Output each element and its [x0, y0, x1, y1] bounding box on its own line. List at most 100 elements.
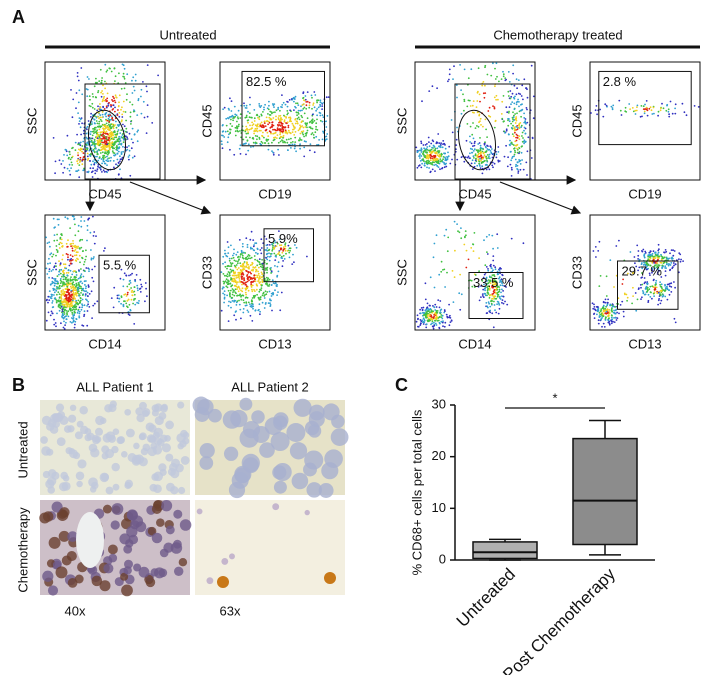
event-dot: [242, 138, 245, 141]
gate-arrow: [499, 181, 582, 215]
event-dot: [484, 118, 487, 121]
event-dot: [674, 112, 677, 115]
event-dot: [223, 282, 225, 285]
event-dot: [249, 136, 251, 139]
event-dot: [83, 167, 85, 170]
cell: [52, 420, 61, 428]
event-dot: [472, 145, 474, 148]
event-dot: [79, 156, 82, 159]
event-dot: [326, 133, 329, 135]
event-dot: [513, 147, 515, 150]
event-dot: [68, 294, 71, 296]
event-dot: [277, 123, 279, 126]
event-dot: [436, 319, 439, 322]
event-dot: [308, 106, 311, 109]
cell: [151, 409, 159, 417]
event-dot: [439, 160, 442, 163]
cell: [234, 467, 251, 484]
event-dot: [79, 275, 82, 277]
event-dot: [126, 300, 129, 302]
event-dot: [426, 302, 429, 305]
event-dot: [422, 144, 425, 146]
event-dot: [78, 315, 81, 317]
event-dot: [477, 67, 480, 70]
event-dot: [649, 106, 652, 109]
event-dot: [296, 114, 298, 117]
event-dot: [426, 159, 428, 162]
event-dot: [241, 294, 244, 297]
event-dot: [486, 136, 488, 139]
event-dot: [593, 303, 595, 306]
event-dot: [86, 239, 88, 242]
event-dot: [230, 296, 233, 299]
event-dot: [129, 282, 132, 284]
event-dot: [99, 114, 102, 116]
event-dot: [277, 118, 280, 121]
event-dot: [493, 107, 496, 110]
event-dot: [657, 243, 660, 246]
event-dot: [65, 267, 68, 270]
event-dot: [467, 258, 470, 261]
cell: [40, 436, 48, 444]
event-dot: [114, 94, 117, 97]
event-dot: [63, 301, 66, 303]
event-dot: [253, 109, 256, 111]
event-dot: [520, 151, 523, 154]
event-dot: [246, 296, 249, 299]
event-dot: [260, 143, 262, 146]
event-dot: [441, 167, 444, 169]
event-dot: [501, 295, 503, 297]
event-dot: [278, 238, 281, 241]
event-dot: [509, 97, 512, 100]
event-dot: [455, 84, 458, 86]
event-dot: [437, 299, 440, 301]
event-dot: [86, 152, 89, 155]
event-dot: [319, 99, 322, 102]
event-dot: [665, 267, 667, 269]
event-dot: [495, 280, 497, 283]
event-dot: [88, 78, 90, 80]
event-dot: [110, 70, 113, 73]
event-dot: [660, 107, 662, 110]
event-dot: [256, 125, 258, 128]
event-dot: [292, 96, 295, 99]
event-dot: [113, 99, 116, 102]
event-dot: [130, 287, 133, 289]
event-dot: [231, 288, 234, 290]
event-dot: [249, 124, 251, 127]
event-dot: [267, 249, 270, 252]
event-dot: [440, 320, 443, 323]
event-dot: [446, 250, 449, 253]
event-dot: [264, 125, 267, 127]
event-dot: [53, 265, 56, 267]
event-dot: [270, 272, 272, 274]
event-dot: [270, 270, 273, 272]
event-dot: [524, 118, 527, 120]
event-dot: [257, 270, 259, 273]
event-dot: [524, 140, 527, 143]
event-dot: [106, 143, 108, 146]
event-dot: [98, 128, 101, 131]
event-dot: [481, 84, 484, 87]
event-dot: [310, 119, 313, 122]
gate-percent: 29.7 %: [622, 263, 663, 278]
event-dot: [608, 311, 611, 314]
event-dot: [421, 162, 423, 165]
event-dot: [647, 301, 650, 303]
event-dot: [104, 148, 106, 151]
event-dot: [78, 123, 80, 125]
event-dot: [48, 299, 51, 301]
cell: [159, 434, 168, 443]
event-dot: [662, 107, 665, 110]
event-dot: [70, 289, 73, 292]
event-dot: [224, 261, 227, 264]
event-dot: [444, 286, 446, 288]
flow-plot: [589, 214, 701, 331]
event-dot: [302, 92, 305, 95]
event-dot: [133, 133, 136, 136]
event-dot: [123, 67, 126, 70]
event-dot: [67, 239, 69, 242]
event-dot: [287, 112, 289, 115]
gate-percent: 5.5 %: [103, 258, 137, 273]
event-dot: [258, 118, 261, 121]
